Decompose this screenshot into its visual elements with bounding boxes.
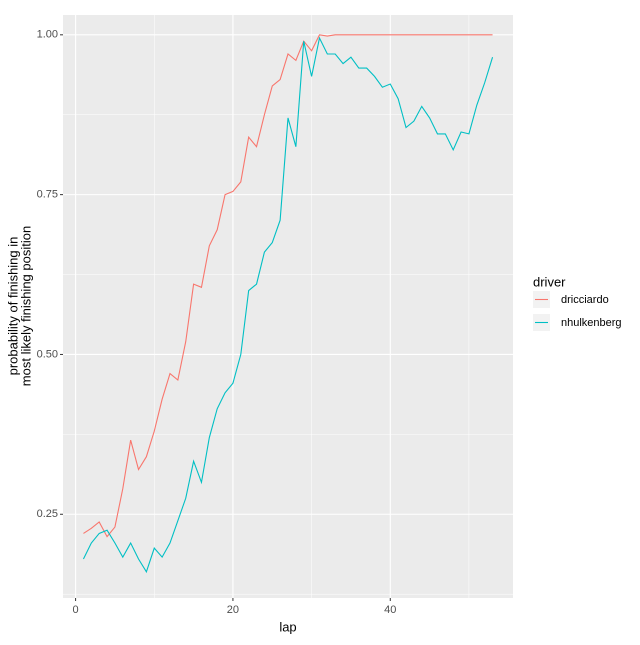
y-tick-label: 1.00	[37, 29, 58, 41]
panel	[63, 15, 513, 598]
x-tick-label: 20	[227, 604, 239, 616]
series-line	[82, 36, 494, 574]
y-axis-label: probability of finishing in	[5, 237, 20, 376]
y-tick-label: 0.25	[37, 508, 58, 520]
x-axis-label: lap	[279, 619, 296, 634]
series-line	[83, 34, 493, 538]
legend-label: nhulkenberg	[561, 317, 622, 329]
y-tick-label: 0.75	[37, 189, 58, 201]
legend-title: driver	[533, 274, 566, 289]
y-axis-label: most likely finishing position	[18, 226, 33, 386]
y-tick-label: 0.50	[37, 348, 58, 360]
legend-label: dricciardo	[561, 294, 609, 306]
x-tick-label: 40	[384, 604, 396, 616]
x-tick-label: 0	[73, 604, 79, 616]
